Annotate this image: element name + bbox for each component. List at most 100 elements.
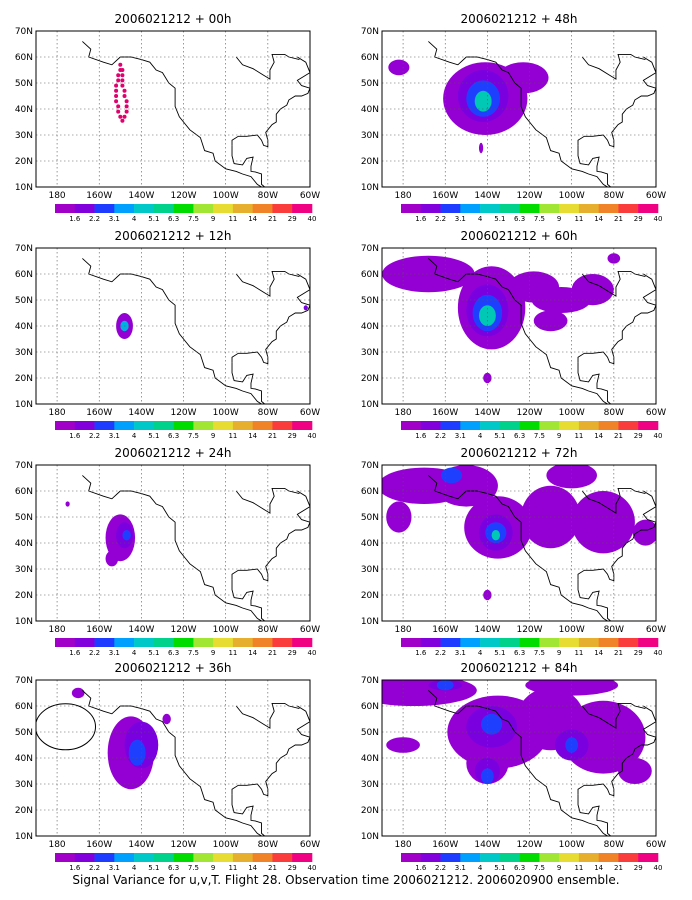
colorbar-label: 2.2 — [89, 215, 100, 223]
observation-dot — [114, 83, 119, 88]
colorbar-swatch — [55, 638, 76, 647]
colorbar-swatch — [74, 853, 95, 862]
colorbar-label: 2.2 — [435, 432, 446, 440]
colorbar-label: 5.1 — [494, 215, 505, 223]
y-tick-label: 60N — [15, 53, 33, 63]
colorbar-label: 9 — [557, 215, 561, 223]
colorbar-label: 21 — [614, 432, 623, 440]
colorbar-swatch — [74, 421, 95, 430]
colorbar-swatch — [272, 204, 293, 213]
map-frame — [35, 679, 311, 837]
x-tick-label: 160W — [432, 625, 458, 635]
colorbar-swatch — [94, 421, 115, 430]
y-tick-label: 10N — [361, 183, 379, 193]
colorbar-swatch — [193, 204, 214, 213]
observation-dot — [116, 78, 121, 83]
x-tick-label: 120W — [170, 191, 196, 201]
colorbar-swatch — [420, 853, 441, 862]
variance-blob — [546, 465, 597, 489]
y-tick-label: 10N — [15, 183, 33, 193]
x-tick-label: 120W — [516, 625, 542, 635]
colorbar-label: 29 — [288, 864, 297, 872]
y-tick-label: 60N — [361, 53, 379, 63]
y-tick-label: 70N — [361, 244, 379, 254]
colorbar-swatch — [559, 853, 580, 862]
x-tick-label: 100W — [559, 191, 585, 201]
y-tick-label: 30N — [15, 348, 33, 358]
coastline — [82, 258, 262, 404]
observation-dot — [120, 118, 125, 123]
colorbar-label: 21 — [614, 864, 623, 872]
x-tick-label: 120W — [516, 191, 542, 201]
colorbar-swatch — [153, 638, 174, 647]
colorbar-label: 29 — [288, 215, 297, 223]
y-tick-label: 20N — [15, 591, 33, 601]
variance-blob — [441, 467, 463, 484]
x-tick-label: 120W — [170, 625, 196, 635]
coastline — [82, 475, 262, 621]
colorbar-label: 29 — [288, 432, 297, 440]
colorbar-label: 40 — [308, 432, 317, 440]
colorbar-label: 5.1 — [148, 215, 159, 223]
colorbar-swatch — [134, 421, 155, 430]
x-tick-label: 180 — [48, 625, 65, 635]
highlight-circle — [36, 703, 96, 751]
x-tick-label: 100W — [213, 191, 239, 201]
map-panel: 2006021212 + 00h 180 160W 140W 120W 100W 80W 60… — [15, 12, 320, 223]
x-tick-label: 120W — [516, 840, 542, 850]
colorbar-swatch — [114, 853, 135, 862]
colorbar-swatch — [252, 638, 273, 647]
colorbar-label: 21 — [268, 649, 277, 657]
variance-blob — [533, 310, 568, 332]
x-tick-label: 100W — [213, 625, 239, 635]
observation-dot — [116, 73, 121, 78]
y-tick-label: 50N — [15, 728, 33, 738]
variance-blob — [618, 758, 652, 784]
colorbar-swatch — [193, 638, 214, 647]
map-frame — [381, 679, 657, 837]
y-tick-label: 50N — [15, 79, 33, 89]
colorbar-swatch — [55, 421, 76, 430]
x-tick-label: 80W — [258, 191, 278, 201]
colorbar-label: 1.6 — [69, 649, 81, 657]
colorbar-swatch — [519, 204, 540, 213]
observation-dot — [118, 68, 123, 72]
colorbar-swatch — [519, 638, 540, 647]
colorbar-label: 1.6 — [69, 864, 81, 872]
observation-dot — [124, 99, 129, 104]
colorbar-swatch — [193, 421, 214, 430]
coastline — [428, 475, 608, 621]
variance-blob — [474, 90, 492, 112]
colorbar-label: 4 — [132, 649, 137, 657]
colorbar-swatch — [539, 638, 560, 647]
colorbar-label: 2.2 — [435, 864, 446, 872]
colorbar-swatch — [638, 638, 659, 647]
colorbar-swatch — [519, 853, 540, 862]
variance-blob — [571, 491, 635, 554]
variance-blob — [382, 255, 475, 293]
colorbar-swatch — [272, 638, 293, 647]
y-tick-label: 70N — [15, 27, 33, 37]
map-frame — [381, 464, 657, 622]
y-tick-label: 30N — [361, 348, 379, 358]
variance-blob — [632, 519, 656, 546]
y-tick-label: 70N — [15, 461, 33, 471]
observation-dot — [122, 94, 127, 98]
colorbar-label: 1.6 — [415, 649, 427, 657]
x-tick-label: 60W — [646, 625, 666, 635]
colorbar-swatch — [55, 204, 76, 213]
colorbar-label: 9 — [557, 649, 561, 657]
coastline — [581, 702, 646, 729]
map-content — [36, 680, 310, 836]
colorbar-label: 21 — [268, 864, 277, 872]
map-content — [36, 31, 310, 187]
colorbar-swatch — [460, 204, 481, 213]
colorbar-label: 3.1 — [109, 215, 120, 223]
coastline — [235, 270, 300, 297]
y-tick-label: 60N — [15, 270, 33, 280]
colorbar-label: 29 — [634, 215, 643, 223]
x-tick-label: 80W — [604, 840, 624, 850]
colorbar-swatch — [539, 421, 560, 430]
map-panel: 2006021212 + 24h 180 160W 140W 120W 100W 80W 60… — [15, 446, 320, 657]
